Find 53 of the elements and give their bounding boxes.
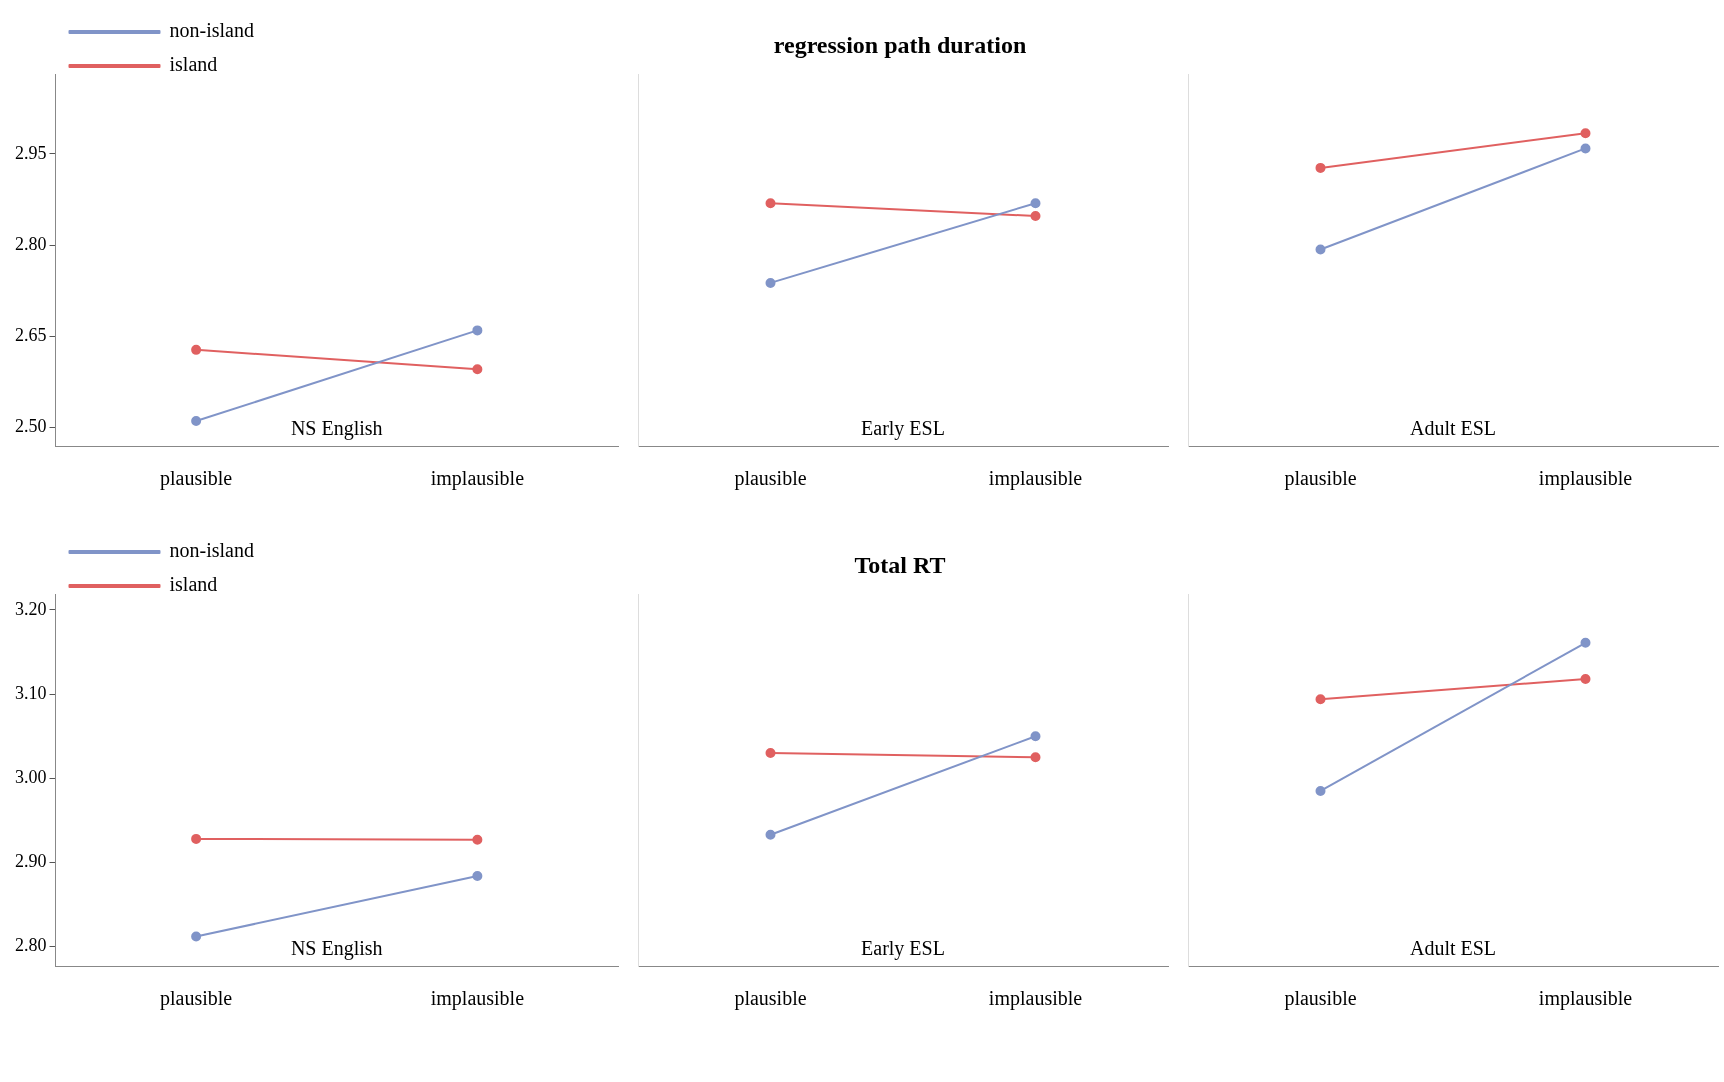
point bbox=[1580, 128, 1591, 139]
y-tick-label: 2.80 bbox=[15, 233, 47, 254]
point bbox=[1030, 752, 1041, 763]
point bbox=[472, 834, 483, 845]
point bbox=[472, 870, 483, 881]
legend-label: island bbox=[169, 53, 218, 76]
annotation: Adult ESL bbox=[1409, 417, 1497, 440]
annotation: Early ESL bbox=[861, 937, 945, 961]
point bbox=[1030, 731, 1041, 742]
x-tick-label: implausible bbox=[1538, 467, 1633, 491]
point bbox=[1315, 694, 1326, 705]
chart-title: Total RT bbox=[854, 551, 946, 578]
x-tick-label: implausible bbox=[430, 467, 525, 491]
annotation: Early ESL bbox=[861, 417, 945, 441]
y-tick-label: 2.50 bbox=[15, 416, 47, 437]
point bbox=[472, 364, 483, 375]
annotation: NS English bbox=[290, 937, 383, 961]
x-tick-label: plausible bbox=[160, 467, 233, 491]
point bbox=[1315, 162, 1326, 173]
y-tick-label: 2.95 bbox=[15, 142, 47, 163]
x-tick-label: implausible bbox=[988, 467, 1083, 491]
y-tick-label: 2.90 bbox=[15, 851, 47, 872]
point bbox=[765, 748, 776, 759]
x-tick-label: plausible bbox=[1284, 987, 1357, 1011]
point bbox=[1315, 785, 1326, 796]
annotation: Adult ESL bbox=[1409, 937, 1497, 960]
x-tick-label: plausible bbox=[734, 987, 807, 1011]
point bbox=[1580, 673, 1591, 684]
point bbox=[1580, 143, 1591, 154]
point bbox=[191, 931, 202, 942]
y-tick-label: 3.00 bbox=[15, 767, 47, 788]
legend-label: island bbox=[169, 573, 218, 596]
point bbox=[765, 829, 776, 840]
point bbox=[1315, 244, 1326, 255]
x-tick-label: plausible bbox=[734, 467, 807, 491]
x-tick-label: implausible bbox=[988, 987, 1083, 1011]
point bbox=[1580, 637, 1591, 648]
chart-title: regression path duration bbox=[773, 31, 1027, 58]
point bbox=[191, 416, 202, 427]
point bbox=[191, 833, 202, 844]
point bbox=[191, 344, 202, 355]
x-tick-label: plausible bbox=[160, 987, 233, 1011]
point bbox=[472, 325, 483, 336]
x-tick-label: implausible bbox=[1538, 987, 1633, 1011]
legend-label: non-island bbox=[169, 539, 254, 562]
annotation: NS English bbox=[290, 417, 383, 441]
x-tick-label: implausible bbox=[430, 987, 525, 1011]
y-tick-label: 3.10 bbox=[15, 682, 47, 703]
legend-label: non-island bbox=[169, 19, 254, 42]
x-tick-label: plausible bbox=[1284, 467, 1357, 491]
y-tick-label: 3.20 bbox=[15, 598, 47, 619]
y-tick-label: 2.65 bbox=[15, 325, 47, 346]
y-tick-label: 2.80 bbox=[15, 935, 47, 956]
